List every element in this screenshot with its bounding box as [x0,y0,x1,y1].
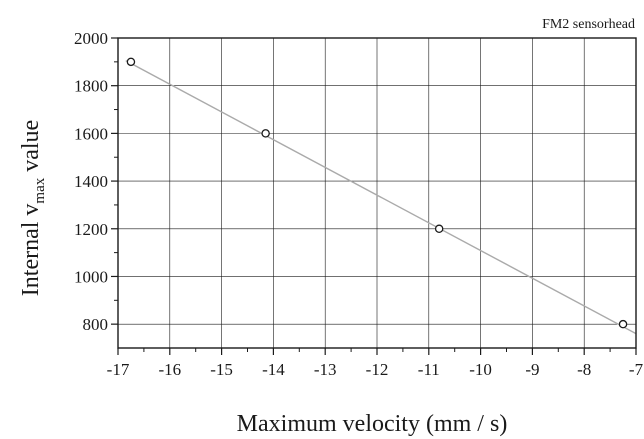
x-tick-label: -14 [262,360,285,379]
y-tick-label: 1200 [74,220,108,239]
y-axis-title-suffix: value [18,120,44,178]
data-point [261,129,270,138]
y-tick-label: 1600 [74,124,108,143]
y-tick-label: 1400 [74,172,108,191]
fit-line [125,60,637,335]
y-tick-label: 1800 [74,77,108,96]
grid [118,38,636,348]
axis-ticks [111,37,637,355]
y-axis-title-subscript: max [32,177,48,203]
y-tick-label: 1000 [74,267,108,286]
x-tick-label: -15 [210,360,233,379]
chart-annotation: FM2 sensorhead [542,17,635,32]
x-tick-label: -9 [525,360,539,379]
data-point [434,224,444,234]
x-axis-title: Maximum velocity (mm / s) [237,411,508,437]
x-tick-label: -11 [418,360,440,379]
tick-labels: -17 -16 -15 -14 -13 -12 -11 -10 -9 -8 -7 800 1000 120… [74,29,644,379]
y-axis-title-prefix: Internal v [18,204,44,297]
x-tick-label: -17 [107,360,130,379]
x-tick-label: -10 [469,360,492,379]
x-tick-label: -12 [366,360,389,379]
y-tick-label: 800 [83,315,109,334]
data-point [126,57,136,67]
x-tick-label: -13 [314,360,337,379]
data-point [618,319,628,329]
y-tick-label: 2000 [74,29,108,48]
x-tick-label: -7 [629,360,644,379]
x-tick-label: -16 [158,360,181,379]
x-tick-label: -8 [577,360,591,379]
data-points [126,57,628,329]
y-axis-title: Internal vmax value [18,120,48,296]
